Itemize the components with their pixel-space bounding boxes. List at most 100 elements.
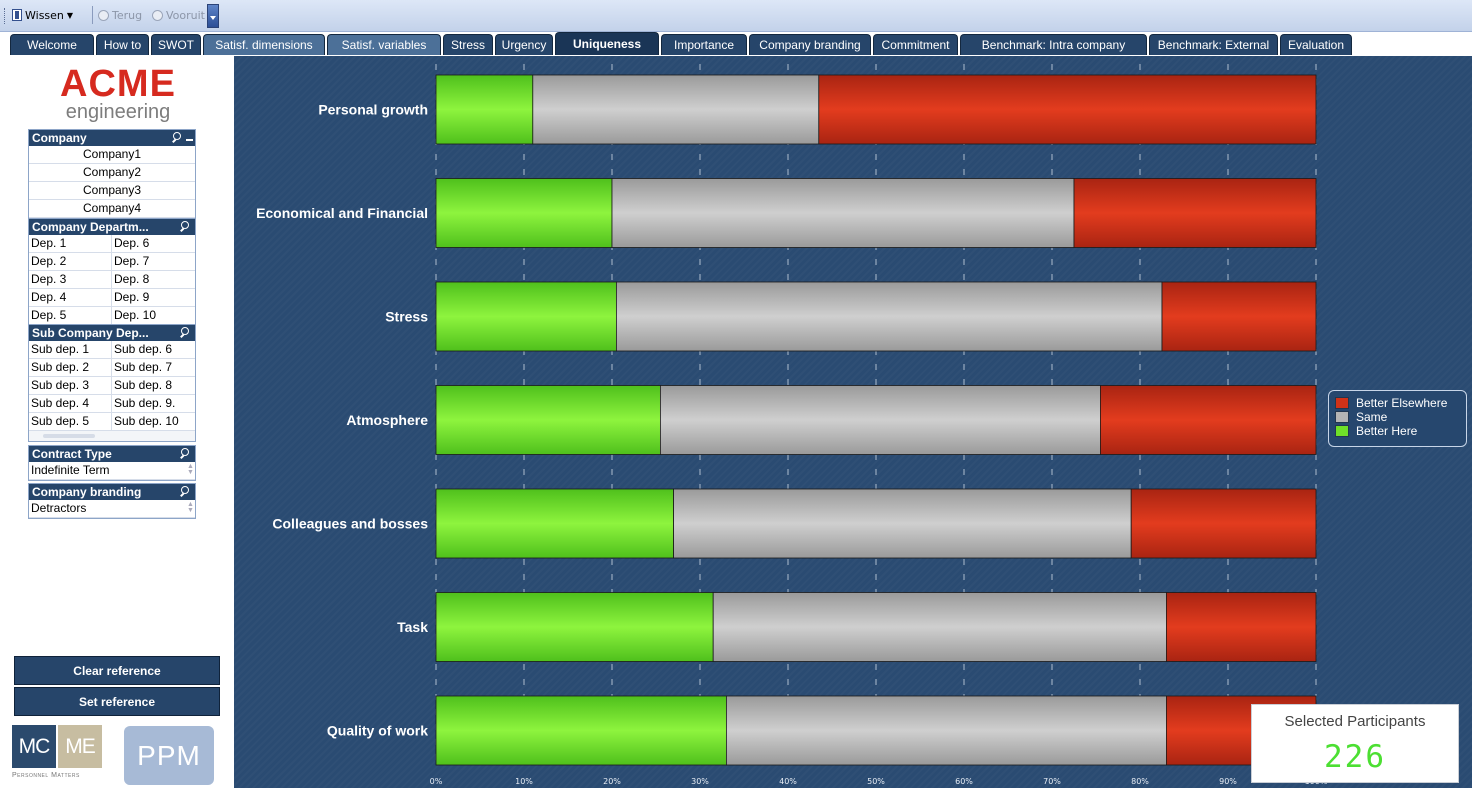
- tab-welcome[interactable]: Welcome: [10, 34, 94, 55]
- tab-benchmark-external[interactable]: Benchmark: External: [1149, 34, 1278, 55]
- bar-segment-better-elsewhere[interactable]: [1130, 488, 1317, 559]
- company-list-item[interactable]: Company1: [29, 146, 195, 164]
- subdepartment-list-item[interactable]: Sub dep. 3: [29, 377, 112, 394]
- bar-segment-same[interactable]: [659, 385, 1101, 455]
- bar-segment-same[interactable]: [532, 74, 820, 145]
- department-listbox-header[interactable]: Company Departm...: [29, 219, 195, 235]
- legend-item: Better Elsewhere: [1335, 396, 1466, 410]
- toolbar-grip[interactable]: [4, 8, 7, 24]
- subdepartment-list-item[interactable]: Sub dep. 7: [114, 360, 173, 374]
- company-list-item[interactable]: Company2: [29, 164, 195, 182]
- subdepartment-list-item[interactable]: Sub dep. 1: [29, 341, 112, 358]
- minimize-icon[interactable]: [186, 139, 193, 141]
- search-icon[interactable]: [179, 221, 189, 231]
- tab-evaluation[interactable]: Evaluation: [1280, 34, 1352, 55]
- contract-type-listbox-header[interactable]: Contract Type: [29, 446, 195, 462]
- bar-segment-better-elsewhere[interactable]: [1161, 281, 1317, 352]
- bar-segment-same[interactable]: [611, 178, 1075, 248]
- company-list-item[interactable]: Company4: [29, 200, 195, 218]
- subdepartment-list-item[interactable]: Sub dep. 4: [29, 395, 112, 412]
- department-list-item[interactable]: Dep. 5: [29, 307, 112, 324]
- company-listbox-header[interactable]: Company: [29, 130, 195, 146]
- x-tick-label: 40%: [779, 777, 797, 786]
- bar-segment-better-here[interactable]: [435, 592, 714, 662]
- x-tick-label: 50%: [867, 777, 885, 786]
- tab-satisf-dimensions[interactable]: Satisf. dimensions: [203, 34, 325, 55]
- search-icon[interactable]: [171, 132, 181, 142]
- tab-satisf-variables[interactable]: Satisf. variables: [327, 34, 441, 55]
- ppm-logo: PPM: [124, 726, 214, 785]
- subdepartment-list-item[interactable]: Sub dep. 2: [29, 359, 112, 376]
- search-icon[interactable]: [179, 448, 189, 458]
- subdepartment-list-item[interactable]: Sub dep. 5: [29, 413, 112, 430]
- company-list-item[interactable]: Company3: [29, 182, 195, 200]
- bar-segment-better-elsewhere[interactable]: [818, 74, 1317, 145]
- department-list-item[interactable]: Dep. 1: [29, 235, 112, 252]
- clear-selections-button[interactable]: Wissen ▼: [12, 7, 73, 23]
- department-list-item[interactable]: Dep. 10: [114, 308, 157, 322]
- department-list-item[interactable]: Dep. 9: [114, 290, 150, 304]
- toolbar-overflow-button[interactable]: [207, 4, 219, 28]
- subdepartment-list-item[interactable]: Sub dep. 10: [114, 414, 179, 428]
- department-list-item[interactable]: Dep. 8: [114, 272, 150, 286]
- bar-segment-better-here[interactable]: [435, 488, 675, 559]
- category-label: Personal growth: [318, 102, 428, 118]
- bar-segment-same[interactable]: [725, 695, 1167, 766]
- tab-importance[interactable]: Importance: [661, 34, 747, 55]
- company-branding-value: Detractors: [31, 501, 87, 515]
- tab-benchmark-intra-company[interactable]: Benchmark: Intra company: [960, 34, 1147, 55]
- search-icon[interactable]: [179, 327, 189, 337]
- set-reference-button[interactable]: Set reference: [14, 687, 220, 716]
- bar-segment-better-elsewhere[interactable]: [1100, 385, 1317, 455]
- scroll-arrows-icon[interactable]: ▲ ▼: [187, 463, 194, 476]
- bar-segment-better-elsewhere[interactable]: [1073, 178, 1317, 248]
- department-list-item[interactable]: Dep. 4: [29, 289, 112, 306]
- company-branding-listbox-header[interactable]: Company branding: [29, 484, 195, 500]
- bar-segment-better-here[interactable]: [435, 178, 613, 248]
- forward-button[interactable]: Vooruit: [152, 7, 205, 23]
- bar-segment-better-elsewhere[interactable]: [1166, 592, 1317, 662]
- tab-company-branding[interactable]: Company branding: [749, 34, 871, 55]
- list-item[interactable]: Indefinite Term ▲ ▼: [29, 462, 195, 480]
- clear-reference-button[interactable]: Clear reference: [14, 656, 220, 685]
- search-icon[interactable]: [179, 486, 189, 496]
- tab-uniqueness[interactable]: Uniqueness: [555, 32, 659, 55]
- legend-swatch: [1335, 425, 1349, 437]
- subdepartment-list-item[interactable]: Sub dep. 6: [114, 342, 173, 356]
- company-branding-listbox-title: Company branding: [32, 485, 142, 499]
- bar-segment-better-here[interactable]: [435, 74, 534, 145]
- department-list-item[interactable]: Dep. 2: [29, 253, 112, 270]
- bar-segment-same[interactable]: [615, 281, 1163, 352]
- department-listbox-title: Company Departm...: [32, 220, 149, 234]
- back-button[interactable]: Terug: [98, 7, 142, 23]
- tab-commitment[interactable]: Commitment: [873, 34, 958, 55]
- department-list-item[interactable]: Dep. 7: [114, 254, 150, 268]
- list-item[interactable]: Detractors ▲ ▼: [29, 500, 195, 518]
- subdepartment-row: Sub dep. 4 Sub dep. 9.: [29, 395, 195, 413]
- horizontal-scrollbar[interactable]: [29, 431, 195, 441]
- tab-stress[interactable]: Stress: [443, 34, 493, 55]
- bar-segment-better-here[interactable]: [435, 281, 617, 352]
- subdepartment-list-item[interactable]: Sub dep. 9.: [114, 396, 176, 410]
- subdepartment-list-item[interactable]: Sub dep. 8: [114, 378, 173, 392]
- x-tick-label: 10%: [515, 777, 533, 786]
- contract-type-value: Indefinite Term: [31, 463, 110, 477]
- scroll-arrows-icon[interactable]: ▲ ▼: [187, 501, 194, 514]
- subdepartment-listbox-header[interactable]: Sub Company Dep...: [29, 325, 195, 341]
- department-row: Dep. 5 Dep. 10: [29, 307, 195, 325]
- logo-line-2: engineering: [65, 101, 171, 123]
- department-list-item[interactable]: Dep. 3: [29, 271, 112, 288]
- bar-segment-better-here[interactable]: [435, 695, 727, 766]
- tab-urgency[interactable]: Urgency: [495, 34, 553, 55]
- bar-segment-better-here[interactable]: [435, 385, 661, 455]
- selected-participants-title: Selected Participants: [1284, 713, 1426, 730]
- forward-icon: [152, 9, 163, 21]
- toolbar: Wissen ▼ Terug Vooruit: [0, 0, 1472, 32]
- contract-type-listbox: Contract Type Indefinite Term ▲ ▼: [28, 445, 196, 481]
- department-list-item[interactable]: Dep. 6: [114, 236, 150, 250]
- tab-swot[interactable]: SWOT: [151, 34, 201, 55]
- department-listbox: Company Departm... Dep. 1 Dep. 6 Dep. 2 Dep…: [28, 218, 196, 326]
- tab-how-to[interactable]: How to: [96, 34, 149, 55]
- bar-segment-same[interactable]: [673, 488, 1132, 559]
- bar-segment-same[interactable]: [712, 592, 1167, 662]
